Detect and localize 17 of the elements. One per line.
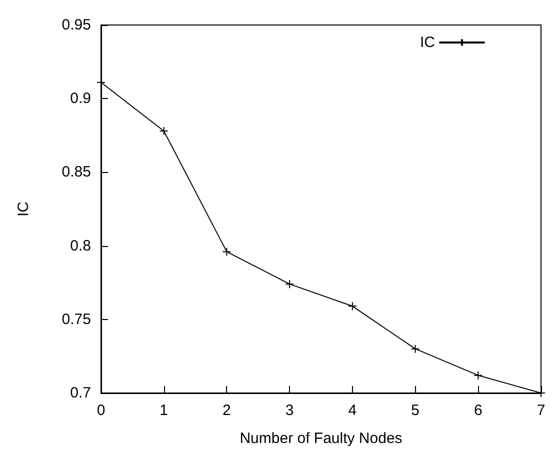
y-tick-label: 0.85	[62, 164, 91, 181]
x-tick-label: 1	[160, 402, 168, 419]
x-tick-label: 5	[411, 402, 420, 419]
x-tick-label: 7	[536, 402, 546, 419]
y-tick-label: 0.75	[62, 310, 91, 328]
y-tick-label: 0.7	[70, 384, 91, 402]
x-tick-label: 0	[96, 402, 106, 419]
x-tick-label: 4	[348, 402, 357, 419]
x-tick-label: 6	[474, 402, 482, 419]
y-tick-label: 0.8	[70, 237, 91, 254]
y-tick-label: 0.95	[62, 16, 91, 34]
x-tick-label: 3	[285, 402, 294, 419]
legend-label: IC	[420, 34, 436, 51]
y-axis-title: IC	[15, 201, 32, 216]
y-tick-label: 0.9	[70, 90, 91, 108]
x-tick-label: 2	[222, 402, 231, 419]
x-axis-title: Number of Faulty Nodes	[240, 430, 402, 447]
